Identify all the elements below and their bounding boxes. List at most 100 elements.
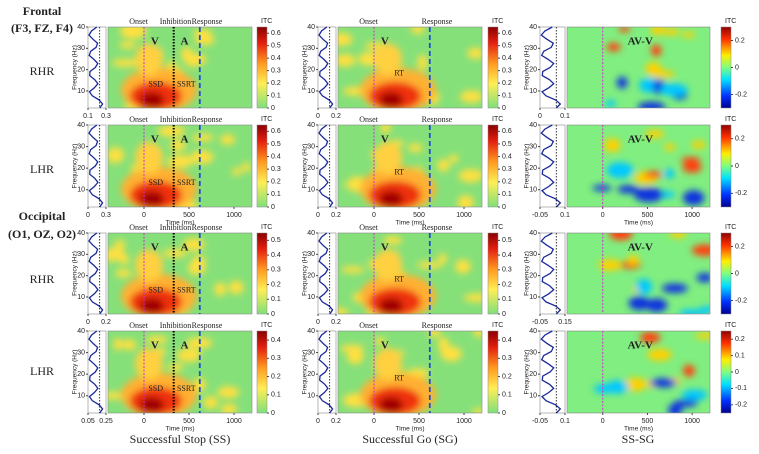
y-tick-label: 10 [77, 187, 85, 194]
x-tick-label: 500 [642, 212, 654, 219]
heatmap-blobs [338, 236, 482, 314]
blob [681, 389, 708, 400]
colorbar [487, 26, 499, 109]
annotation: Response [422, 17, 453, 26]
colorbar-tick-label: 0.5 [502, 43, 512, 50]
colorbar-label: ITC [725, 322, 736, 329]
profile-curve [318, 232, 334, 315]
x-axis-label: Time (ms) [624, 426, 653, 433]
y-axis-label: Frequency (Hz) [302, 251, 309, 296]
y-tick-label: 40 [77, 122, 85, 129]
heatmap-frame [107, 26, 253, 109]
y-tick-label: 20 [307, 371, 315, 378]
colorbar-label: ITC [492, 116, 503, 123]
y-axis-label: Frequency (Hz) [524, 350, 531, 395]
y-tick-label: 20 [529, 371, 537, 378]
colorbar-tick-label: 0.3 [271, 166, 281, 173]
colorbar-tick-label: 0 [735, 163, 739, 170]
panel: Onset Inhibition Response V A SSD SSRT 0 0.2 10 20… [72, 223, 281, 326]
blob [108, 147, 125, 164]
y-tick-label: 40 [307, 24, 315, 31]
panel: AV-V -0.05 0.15 10 20 30 40 Frequency (Hz) ITC -0… [524, 224, 747, 326]
blob [187, 260, 206, 276]
colorbar [720, 124, 732, 208]
annotation: Response [422, 321, 453, 330]
annotation: A [181, 340, 189, 352]
annotation: SSRT [177, 285, 196, 294]
y-tick-label: 10 [529, 294, 537, 301]
x-tick-label: 0 [601, 418, 605, 425]
y-axis-label: Frequency (Hz) [72, 251, 79, 296]
colorbar-tick-label: 0 [271, 311, 275, 318]
blob [190, 150, 214, 165]
heatmap-frame [107, 330, 253, 414]
y-tick-label: 20 [307, 165, 315, 172]
y-tick-label: 40 [529, 328, 537, 335]
blob [374, 43, 402, 76]
profile-frame [539, 124, 566, 208]
profile-frame [87, 26, 107, 109]
panel: AV-V -0.05 0.1 10 20 30 40 Frequency (Hz) 0 500 10… [524, 116, 747, 227]
profile-tick-label: 0 [316, 418, 320, 425]
annotation: SSRT [177, 384, 196, 393]
colorbar-tick-label: 0.3 [502, 67, 512, 74]
blob [609, 233, 633, 241]
annotation: Response [422, 115, 453, 124]
profile-curve [540, 232, 562, 315]
heatmap-frame [107, 232, 253, 315]
profile-tick-label: 0.2 [331, 113, 341, 120]
profile-curve [88, 330, 104, 414]
colorbar-label: ITC [725, 18, 736, 25]
blob [682, 162, 702, 173]
annotation: A [181, 134, 189, 146]
blob [140, 397, 164, 413]
x-axis-label: Time (ms) [395, 426, 424, 433]
y-tick-label: 40 [307, 230, 315, 237]
blob [438, 253, 447, 265]
x-tick-label: 500 [413, 212, 425, 219]
y-tick-label: 20 [529, 165, 537, 172]
blob [664, 143, 676, 151]
row-label: LHR [30, 364, 54, 378]
y-tick-label: 30 [77, 251, 85, 258]
colorbar-tick-label: 0.5 [271, 237, 281, 244]
y-tick-label: 30 [307, 251, 315, 258]
blob [338, 54, 356, 67]
y-tick-label: 30 [529, 143, 537, 150]
blob [379, 397, 403, 413]
profile-tick-label: 0 [316, 319, 320, 326]
panel: Onset Response V RT 0 0.2 10 20 30 40 Frequency (H… [302, 223, 512, 326]
profile-tick-label: 0.2 [331, 319, 341, 326]
colorbar-tick-label: 0 [502, 105, 506, 112]
blob [457, 195, 474, 207]
y-axis-label: Frequency (Hz) [302, 144, 309, 189]
y-tick-label: 20 [77, 371, 85, 378]
colorbar-tick-label: -0.1 [735, 385, 747, 392]
annotation: V [151, 35, 159, 47]
blob [606, 162, 634, 179]
profile-frame [539, 330, 566, 414]
panel: Onset Response V RT 0 0.2 10 20 30 40 Frequency (H… [302, 115, 512, 227]
heatmap-blobs [108, 238, 244, 314]
blob [469, 170, 482, 180]
blob [673, 399, 698, 407]
colorbar-label: ITC [492, 18, 503, 25]
blob [214, 282, 227, 296]
profile-frame [317, 26, 337, 109]
profile-tick-label: 0.3 [101, 113, 111, 120]
colorbar-tick-label: 0.4 [502, 337, 512, 344]
panel: AV-V 0 0.1 10 20 30 40 Frequency (Hz) ITC -0.2 0 0.… [524, 18, 747, 120]
blob [135, 249, 163, 282]
blob [203, 396, 219, 409]
y-tick-label: 30 [307, 143, 315, 150]
colorbar-tick-label: 0.5 [502, 237, 512, 244]
annotation: AV-V [628, 241, 653, 253]
annotation: AV-V [628, 340, 653, 352]
profile-tick-label: 0.2 [101, 319, 111, 326]
blob [627, 254, 639, 265]
blob [193, 377, 206, 392]
colorbar [256, 232, 268, 315]
blob [618, 27, 631, 33]
blob [115, 269, 132, 278]
blob [241, 162, 251, 173]
